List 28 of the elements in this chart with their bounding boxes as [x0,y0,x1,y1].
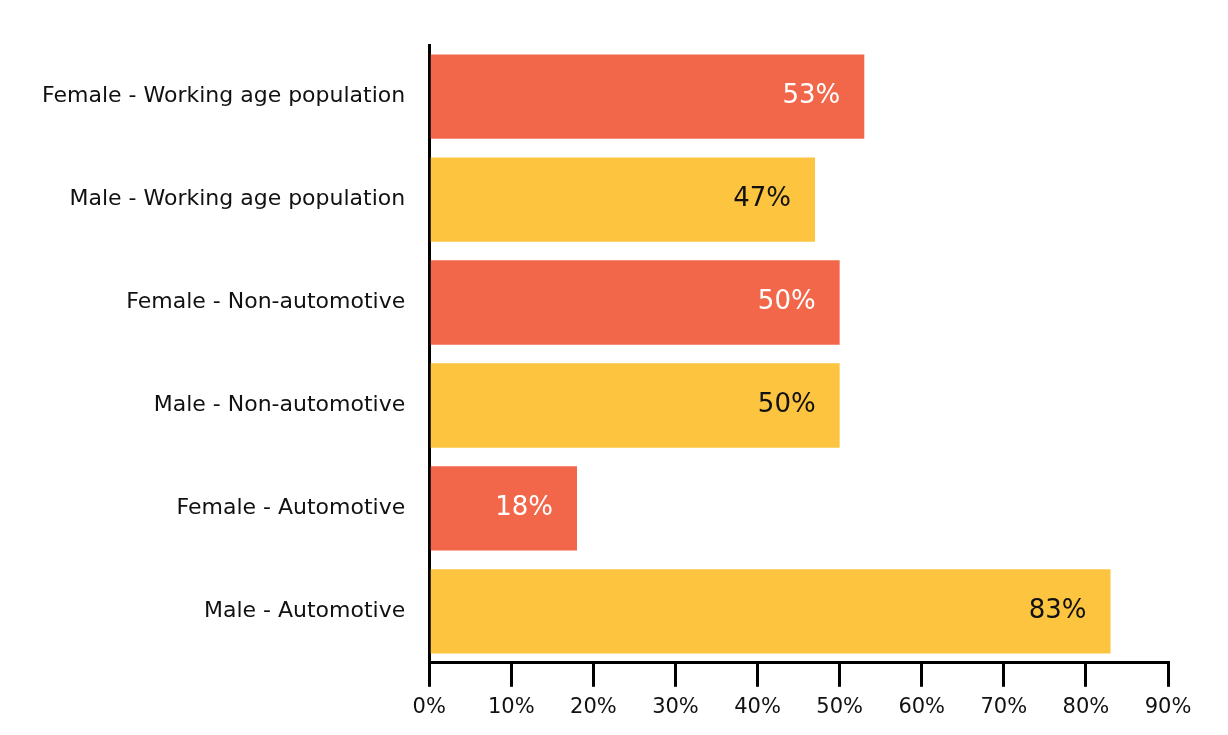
y-tick-label: Female - Automotive [176,494,406,520]
data-label: 47% [733,182,792,213]
data-label: 83% [1028,594,1087,625]
bar [430,260,840,345]
data-label: 50% [757,285,816,316]
bar [430,54,865,139]
bar [430,569,1111,654]
x-tick-label: 80% [1062,693,1110,718]
x-tick-label: 50% [816,693,863,718]
x-tick-label: 90% [1144,693,1192,718]
x-tick-label: 30% [652,693,699,718]
y-tick-label: Female - Non-automotive [126,288,406,314]
x-tick-label: 0% [412,693,446,718]
data-label: 53% [782,79,841,110]
x-tick-label: 60% [898,693,946,718]
y-tick-label: Female - Working age population [41,82,406,108]
x-tick-label: 70% [980,693,1028,718]
data-label: 18% [495,491,553,522]
y-tick-label: Male - Automotive [203,597,406,623]
bar [430,466,577,551]
x-tick-label: 40% [734,693,781,718]
x-tick-label: 20% [570,693,617,718]
data-label: 50% [757,388,816,419]
y-tick-label: Male - Non-automotive [153,391,406,417]
bar [430,157,816,242]
y-tick-label: Male - Working age population [69,185,406,211]
x-tick-label: 10% [487,693,535,718]
bar [430,363,840,448]
